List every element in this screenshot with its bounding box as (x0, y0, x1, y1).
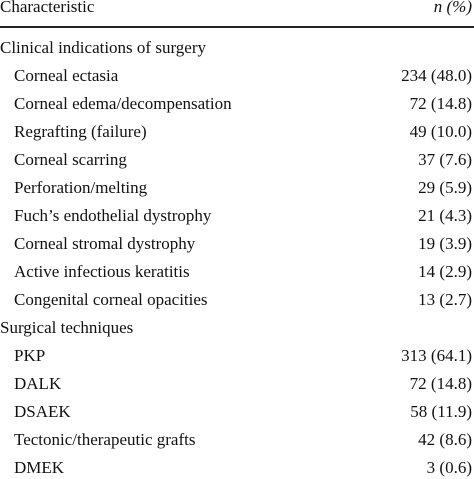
section-title: Clinical indications of surgery (0, 38, 207, 57)
row-value: 3 (0.6) (426, 458, 472, 477)
row-value: 72 (14.8) (409, 374, 472, 393)
row-value: 72 (14.8) (409, 94, 472, 113)
row-label: Corneal scarring (14, 150, 127, 169)
row-value: 29 (5.9) (418, 178, 472, 197)
row-label: Congenital corneal opacities (14, 290, 208, 309)
row-label: Regrafting (failure) (14, 122, 147, 141)
header-cell: Characteristic (0, 0, 95, 16)
row-value: 58 (11.9) (410, 402, 472, 421)
row-value: 234 (48.0) (401, 66, 472, 85)
row-label: Corneal ectasia (14, 66, 119, 85)
section-title: Surgical techniques (0, 318, 134, 337)
header-cell: n (%) (433, 0, 472, 16)
row-label: Corneal stromal dystrophy (14, 234, 196, 253)
row-value: 19 (3.9) (418, 234, 472, 253)
row-label: PKP (14, 346, 46, 365)
row-value: 21 (4.3) (418, 206, 472, 225)
row-value: 14 (2.9) (418, 262, 472, 281)
header-rule (0, 26, 474, 28)
row-value: 37 (7.6) (418, 150, 472, 169)
row-value: 49 (10.0) (409, 122, 472, 141)
row-label: Corneal edema/decompensation (14, 94, 232, 113)
row-label: DSAEK (14, 402, 71, 421)
row-label: Fuch’s endothelial dystrophy (14, 206, 212, 225)
row-value: 13 (2.7) (418, 290, 472, 309)
row-label: DALK (14, 374, 62, 393)
row-label: Tectonic/therapeutic grafts (14, 430, 196, 449)
row-label: Perforation/melting (14, 178, 148, 197)
row-value: 313 (64.1) (401, 346, 472, 365)
row-value: 42 (8.6) (418, 430, 472, 449)
row-label: Active infectious keratitis (14, 262, 190, 281)
row-label: DMEK (14, 458, 65, 477)
